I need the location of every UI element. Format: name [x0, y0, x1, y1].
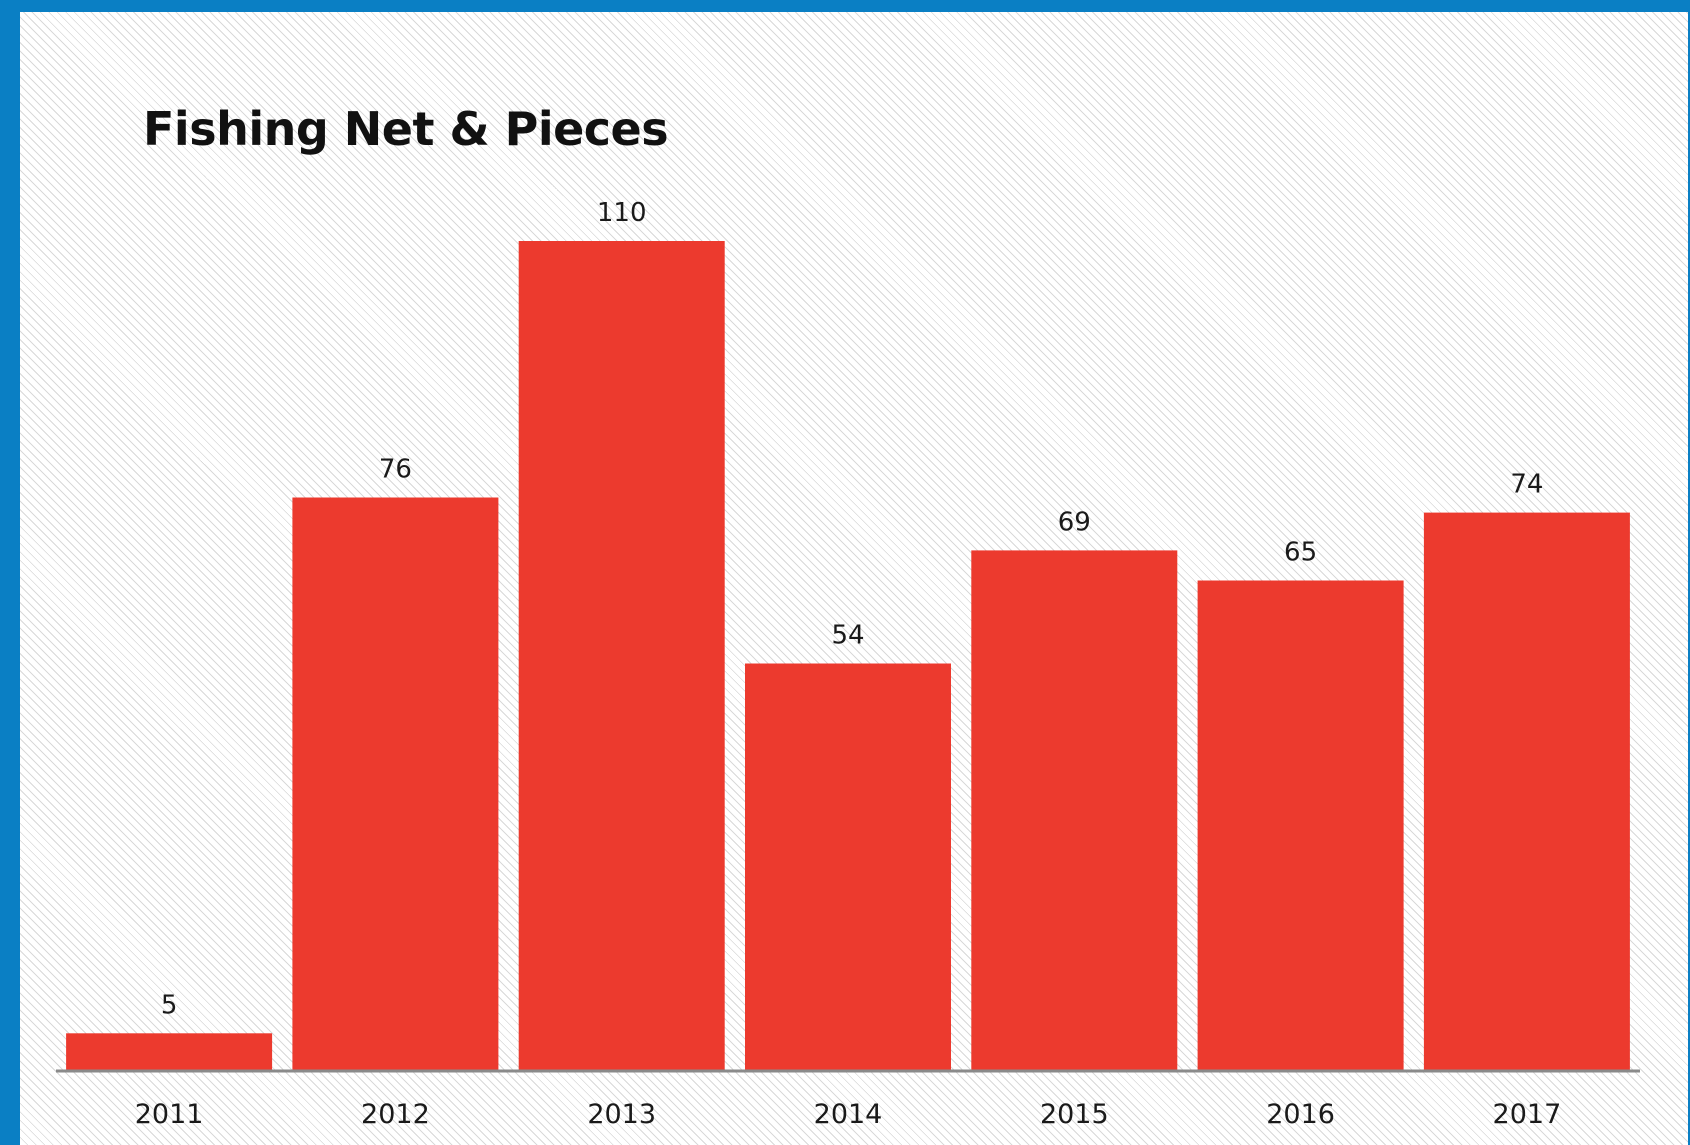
value-labels-group: 5 76 110 54 69 65 74 [161, 198, 1544, 1020]
value-label-2017: 74 [1510, 470, 1543, 500]
value-label-2011: 5 [161, 990, 178, 1020]
bar-2011 [66, 1033, 273, 1071]
x-tick-2016: 2016 [1266, 1099, 1335, 1130]
bar-2017 [1423, 512, 1630, 1071]
bar-2016 [1197, 580, 1404, 1071]
value-label-2012: 76 [379, 455, 412, 485]
x-tick-2014: 2014 [814, 1099, 883, 1130]
bar-2012 [292, 497, 499, 1071]
value-label-2016: 65 [1284, 538, 1317, 568]
x-tick-2012: 2012 [361, 1099, 430, 1130]
bar-2015 [971, 550, 1178, 1071]
bars-group [66, 241, 1630, 1071]
chart-title: Fishing Net & Pieces [143, 102, 669, 156]
x-tick-2015: 2015 [1040, 1099, 1109, 1130]
x-tick-2017: 2017 [1493, 1099, 1562, 1130]
x-tick-labels-group: 2011 2012 2013 2014 2015 2016 2017 [135, 1099, 1562, 1130]
value-label-2013: 110 [597, 198, 647, 228]
bar-2013 [518, 241, 725, 1071]
x-tick-2011: 2011 [135, 1099, 204, 1130]
value-label-2015: 69 [1058, 507, 1091, 537]
value-label-2014: 54 [831, 621, 864, 651]
x-tick-2013: 2013 [587, 1099, 656, 1130]
bar-2014 [745, 663, 951, 1071]
